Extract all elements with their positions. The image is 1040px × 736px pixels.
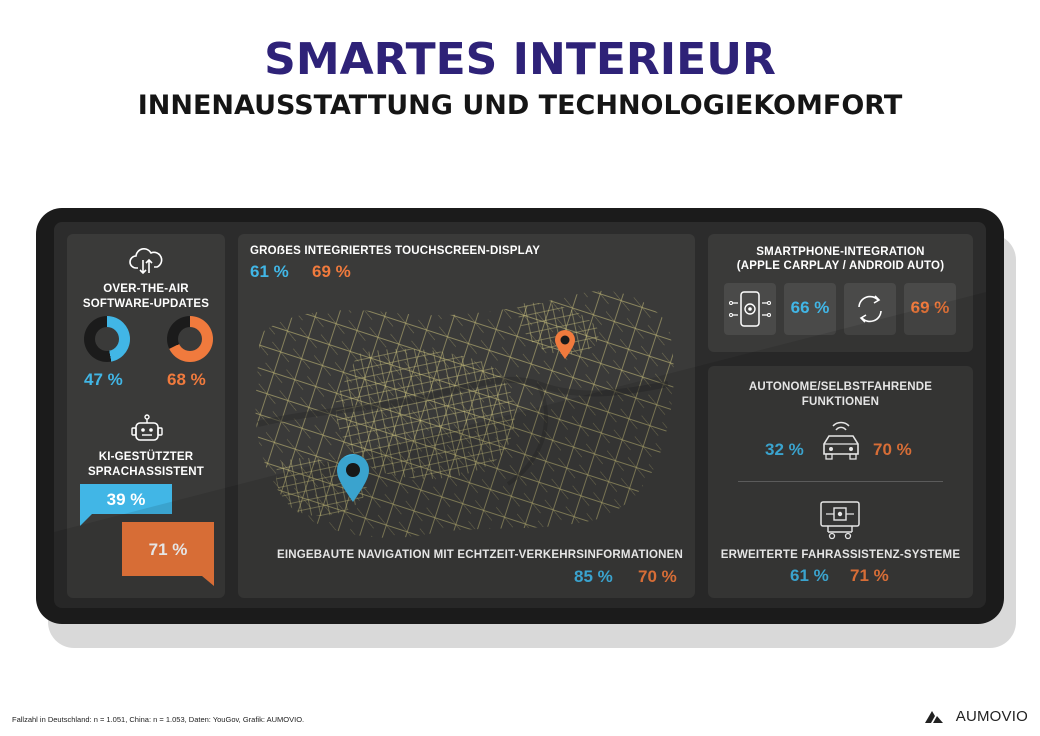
navigation-orange-pct: 70 % (638, 567, 677, 586)
ota-orange-pct: 68 % (167, 370, 206, 389)
navigation-label: EINGEBAUTE NAVIGATION MIT ECHTZEIT-VERKE… (276, 549, 683, 561)
navigation-blue-pct: 85 % (574, 567, 613, 586)
sync-tile (844, 283, 896, 335)
assistant-orange-bubble (122, 522, 214, 586)
touchscreen-orange-pct: 69 % (312, 262, 351, 281)
adas-orange-pct: 71 % (850, 566, 889, 585)
smartphone-orange-tile (904, 283, 956, 335)
panel-divider (738, 481, 943, 482)
smartphone-blue-tile (784, 283, 836, 335)
sync-icon (858, 295, 882, 323)
assistant-label-2: SPRACHASSISTENT (87, 466, 205, 478)
left-panel: OVER-THE-AIR SOFTWARE-UPDATES 47 % 68 % … (67, 234, 225, 598)
autonomous-orange-pct: 70 % (873, 440, 912, 459)
ota-blue-pct: 47 % (84, 370, 123, 389)
smartphone-panel: SMARTPHONE-INTEGRATION (APPLE CARPLAY / … (708, 234, 973, 352)
aumovio-logo-icon (925, 711, 943, 723)
smartphone-orange-pct: 69 % (910, 298, 950, 317)
dashboard-screen: OVER-THE-AIR SOFTWARE-UPDATES 47 % 68 % … (54, 222, 986, 608)
adas-blue-pct: 61 % (790, 566, 829, 585)
ota-label-2: SOFTWARE-UPDATES (82, 298, 210, 310)
assistant-blue-bubble (80, 484, 172, 526)
autonomous-blue-pct: 32 % (765, 440, 804, 459)
smartphone-label-1: SMARTPHONE-INTEGRATION (756, 246, 925, 258)
driving-panel: AUTONOME/SELBSTFAHRENDE FUNKTIONEN 32 % … (708, 366, 973, 598)
robot-icon (131, 414, 163, 441)
center-panel: GROẞES INTEGRIERTES TOUCHSCREEN-DISPLAY … (238, 234, 695, 598)
chip-vehicle-icon (820, 501, 860, 540)
ota-orange-donut (167, 316, 213, 362)
blue-map-pin-icon (337, 454, 369, 502)
connected-car-icon (823, 421, 859, 460)
touchscreen-label: GROẞES INTEGRIERTES TOUCHSCREEN-DISPLAY (250, 245, 541, 257)
assistant-blue-pct: 39 % (106, 490, 146, 509)
touchscreen-blue-pct: 61 % (250, 262, 289, 281)
phone-settings-tile (724, 283, 776, 335)
page-subtitle: INNENAUSSTATTUNG UND TECHNOLOGIEKOMFORT (137, 90, 903, 121)
autonomous-label-2: FUNKTIONEN (801, 396, 880, 408)
brand-name: AUMOVIO (955, 708, 1028, 725)
smartphone-blue-pct: 66 % (790, 298, 830, 317)
adas-label: ERWEITERTE FAHRASSISTENZ-SYSTEME (720, 549, 961, 561)
page-title: SMARTES INTERIEUR (264, 34, 776, 85)
ota-blue-donut (84, 316, 130, 362)
smartphone-label-2: (APPLE CARPLAY / ANDROID AUTO) (736, 260, 945, 272)
source-note: Fallzahl in Deutschland: n = 1.051, Chin… (12, 715, 305, 724)
autonomous-label-1: AUTONOME/SELBSTFAHRENDE (748, 381, 933, 393)
assistant-label-1: KI-GESTÜTZTER (98, 451, 194, 463)
city-map-graphic (255, 290, 674, 538)
ota-label-1: OVER-THE-AIR (103, 283, 189, 295)
assistant-orange-pct: 71 % (148, 540, 188, 559)
orange-map-pin-icon (555, 330, 575, 359)
cloud-download-icon (129, 248, 163, 275)
phone-settings-icon (729, 291, 771, 327)
